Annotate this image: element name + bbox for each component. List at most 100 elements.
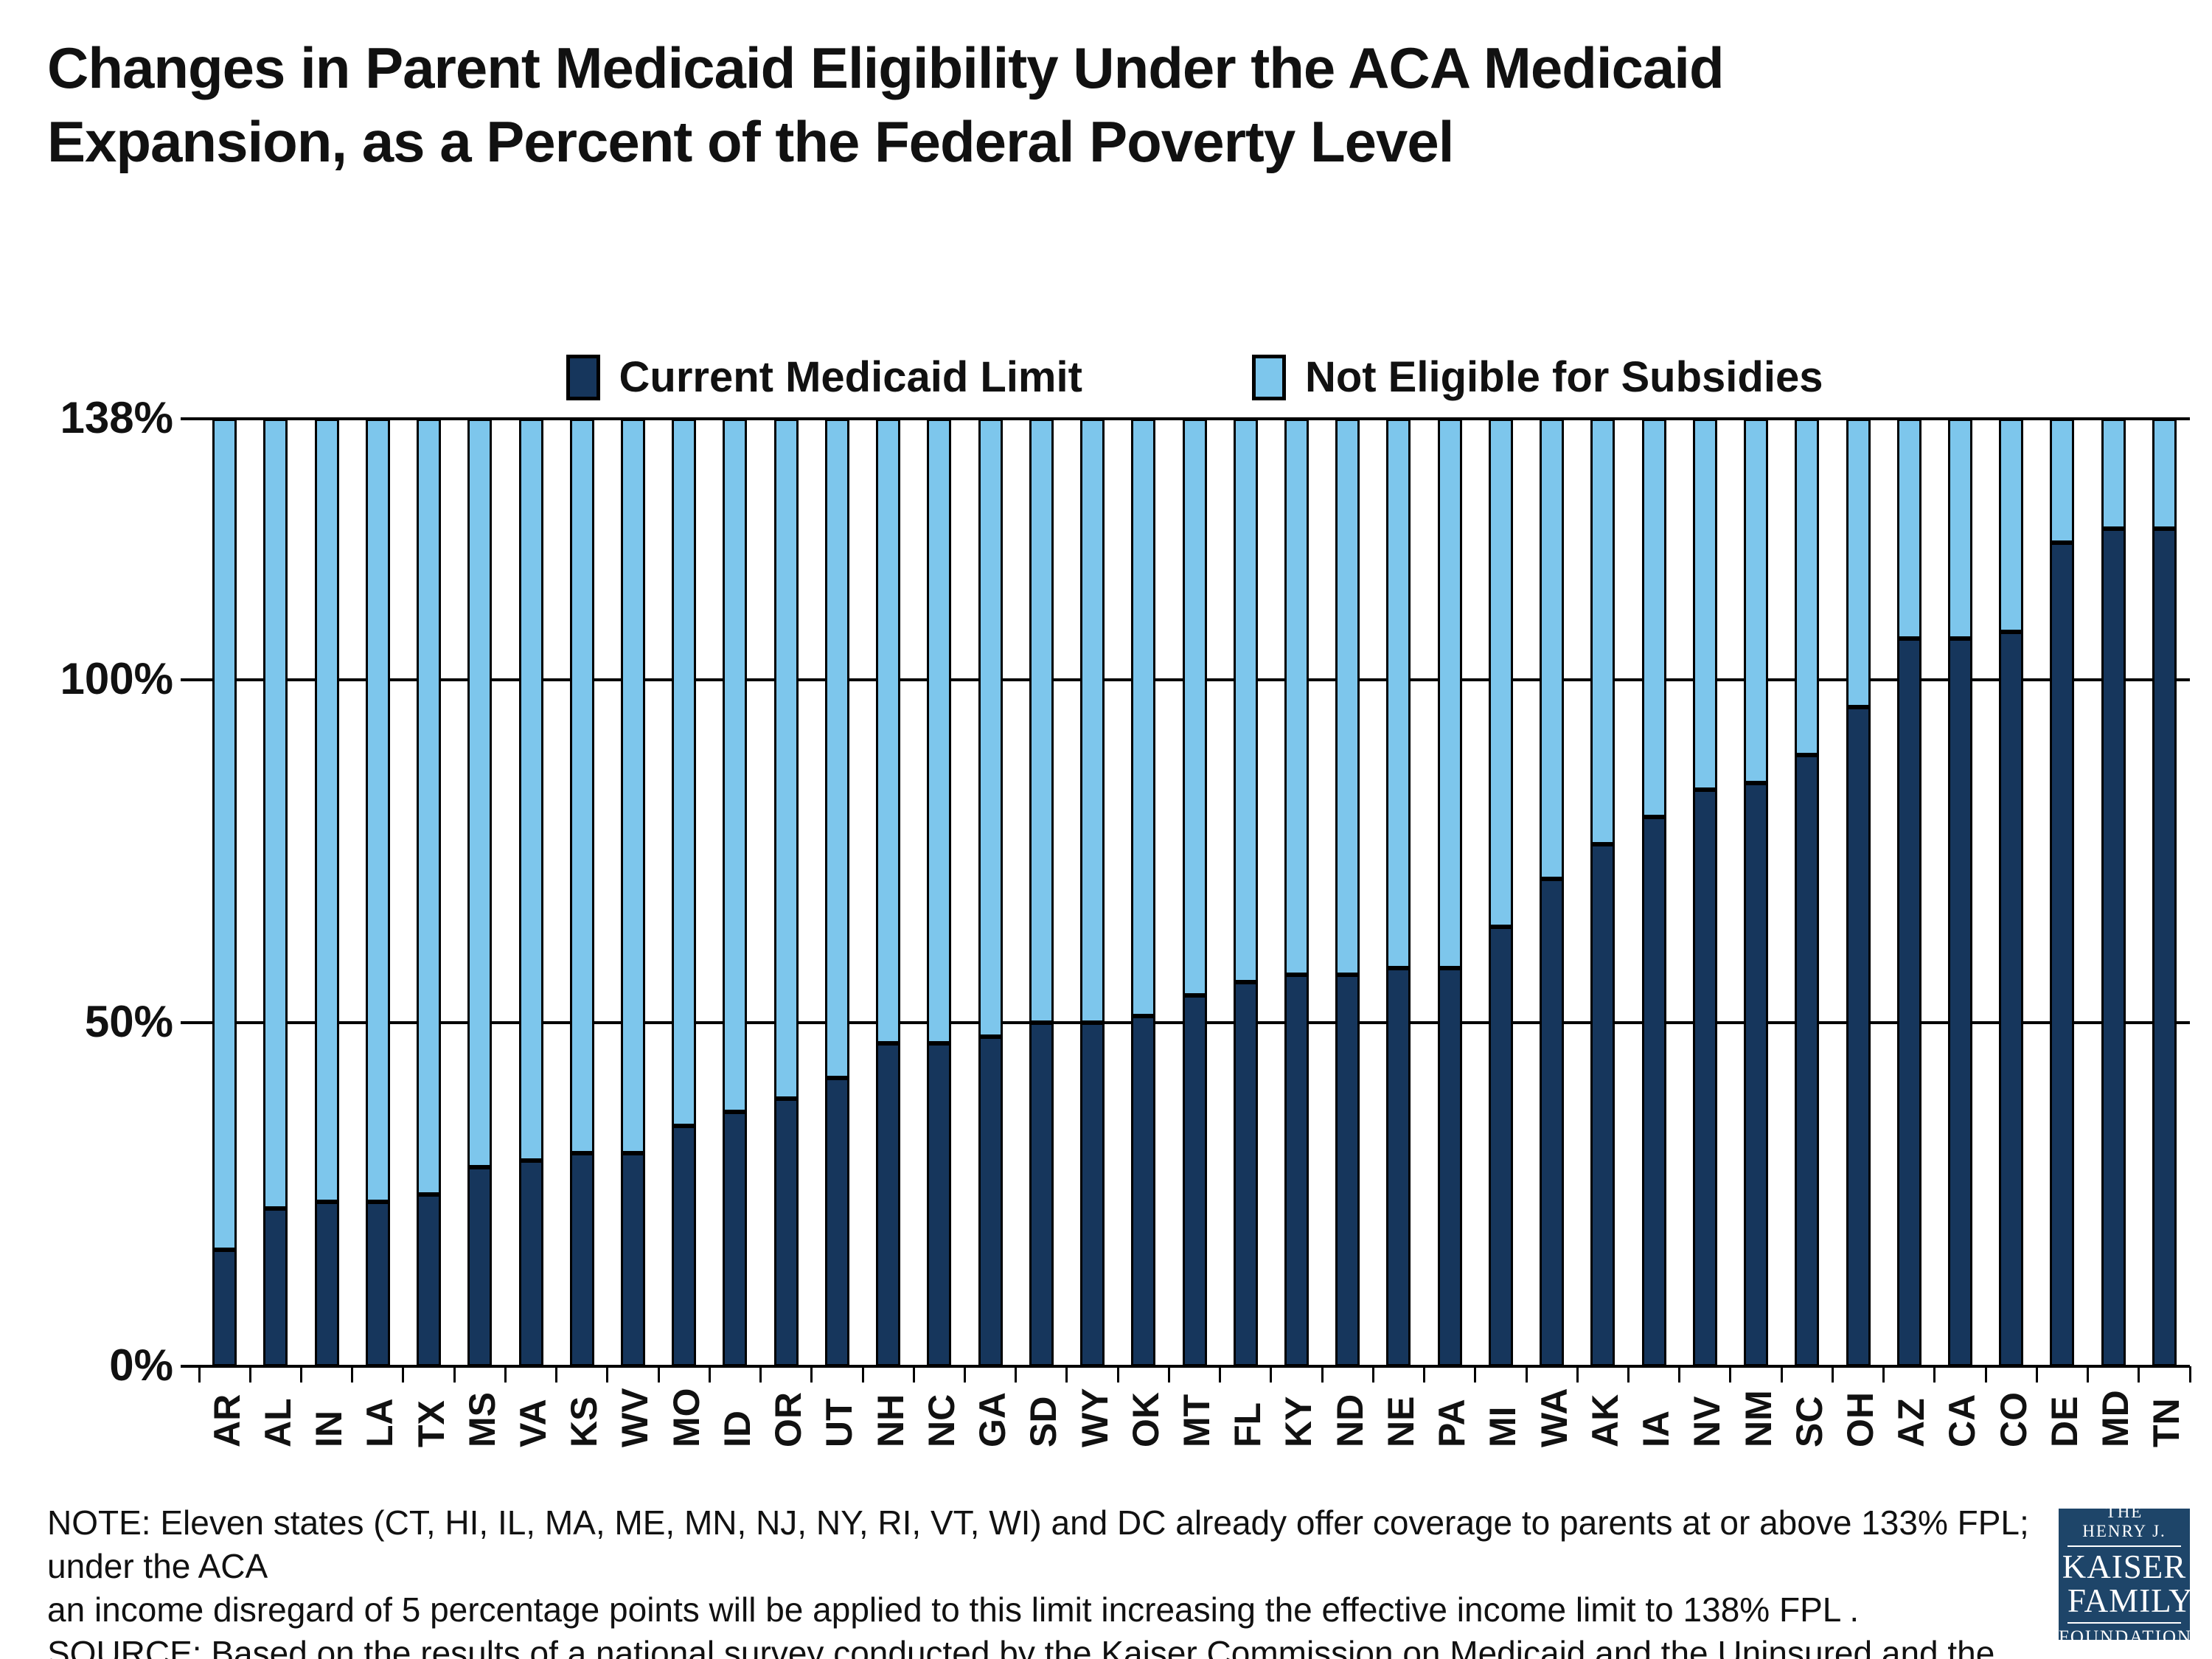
y-axis-label-50: 50% (84, 997, 173, 1047)
bar-TX (417, 419, 442, 1366)
bar-UT (824, 419, 849, 1366)
x-axis-label-NM: NM (1737, 1390, 1779, 1447)
bar-MI (1488, 419, 1513, 1366)
x-axis-label-ND: ND (1329, 1394, 1371, 1447)
x-axis-tick (1423, 1366, 1426, 1382)
bar-NM (1744, 419, 1769, 1366)
bar-segment-current-limit-CA (1947, 639, 1972, 1366)
bar-segment-current-limit-NV (1692, 790, 1717, 1366)
bar-OR (773, 419, 799, 1366)
x-axis-label-UT: UT (818, 1398, 860, 1447)
x-axis-tick (402, 1366, 405, 1382)
x-axis-tick (504, 1366, 507, 1382)
bar-AR (212, 419, 237, 1366)
x-axis-tick (2087, 1366, 2090, 1382)
x-axis-tick (299, 1366, 302, 1382)
bar-segment-current-limit-FL (1233, 982, 1258, 1366)
x-axis-label-VA: VA (512, 1399, 554, 1447)
bar-segment-current-limit-MD (2101, 529, 2126, 1366)
bar-VA (518, 419, 543, 1366)
bar-segment-not-eligible-MS (467, 419, 493, 1167)
bar-segment-current-limit-SC (1795, 755, 1820, 1366)
kff-logo-line4: FOUNDATION (2059, 1627, 2193, 1647)
bar-segment-current-limit-OR (773, 1099, 799, 1366)
x-axis-label-AZ: AZ (1891, 1398, 1933, 1447)
bar-segment-not-eligible-AK (1590, 419, 1615, 844)
bar-WA (1540, 419, 1565, 1366)
legend-swatch-light-icon (1251, 354, 1286, 400)
bar-WV (620, 419, 645, 1366)
bar-segment-not-eligible-NC (927, 419, 952, 1043)
x-axis-tick (1933, 1366, 1936, 1382)
bar-segment-not-eligible-WV (620, 419, 645, 1153)
bar-MS (467, 419, 493, 1366)
x-axis-tick (1627, 1366, 1630, 1382)
bar-segment-not-eligible-MO (672, 419, 697, 1126)
note-line: an income disregard of 5 percentage poin… (47, 1590, 1860, 1629)
x-axis-label-SC: SC (1788, 1396, 1830, 1447)
x-axis-label-MI: MI (1482, 1406, 1524, 1447)
kff-logo: THE HENRY J. KAISER FAMILY FOUNDATION (2059, 1503, 2193, 1647)
x-axis-label-AK: AK (1584, 1394, 1626, 1447)
legend: Current Medicaid Limit Not Eligible for … (199, 352, 2190, 402)
bar-segment-not-eligible-ND (1335, 419, 1360, 975)
x-axis-label-NH: NH (869, 1394, 911, 1447)
bar-segment-not-eligible-SD (1029, 419, 1054, 1023)
bar-segment-not-eligible-IN (314, 419, 339, 1202)
x-axis-label-LA: LA (359, 1398, 401, 1447)
bar-segment-current-limit-CO (1999, 632, 2024, 1366)
bar-segment-not-eligible-IA (1641, 419, 1666, 817)
x-axis-tick (1474, 1366, 1477, 1382)
x-axis-label-NV: NV (1686, 1396, 1728, 1447)
bar-segment-current-limit-PA (1437, 968, 1462, 1366)
x-axis-label-WV: WV (614, 1388, 656, 1447)
x-axis-tick (1219, 1366, 1222, 1382)
x-axis-tick (1525, 1366, 1528, 1382)
bar-segment-current-limit-WY (1080, 1023, 1105, 1366)
legend-swatch-dark-icon (566, 354, 600, 400)
bar-AZ (1896, 419, 1921, 1366)
x-axis-label-AR: AR (206, 1394, 248, 1447)
x-axis-tick (759, 1366, 762, 1382)
x-axis-label-KY: KY (1278, 1396, 1320, 1447)
bar-segment-not-eligible-WY (1080, 419, 1105, 1023)
bar-segment-current-limit-WV (620, 1153, 645, 1366)
bar-segment-current-limit-TX (417, 1194, 442, 1366)
bar-segment-not-eligible-WA (1540, 419, 1565, 879)
x-axis-label-WY: WY (1074, 1388, 1116, 1447)
chart-title: Changes in Parent Medicaid Eligibility U… (47, 31, 1891, 178)
kff-logo-line2: KAISER (2062, 1548, 2187, 1585)
x-axis-label-WA: WA (1533, 1388, 1575, 1447)
bar-NC (927, 419, 952, 1366)
bar-segment-not-eligible-AL (263, 419, 288, 1208)
bar-FL (1233, 419, 1258, 1366)
bar-CA (1947, 419, 1972, 1366)
x-axis-label-OK: OK (1124, 1392, 1166, 1447)
bar-segment-current-limit-DE (2050, 543, 2075, 1366)
bar-segment-current-limit-NC (927, 1043, 952, 1366)
bar-segment-not-eligible-KY (1284, 419, 1309, 975)
x-axis-tick (1321, 1366, 1324, 1382)
bar-IA (1641, 419, 1666, 1366)
x-axis-label-PA: PA (1431, 1399, 1473, 1447)
x-axis-tick (198, 1366, 201, 1382)
bar-segment-not-eligible-LA (365, 419, 390, 1202)
bar-segment-not-eligible-OR (773, 419, 799, 1099)
bar-segment-not-eligible-KS (569, 419, 594, 1153)
x-axis-label-CA: CA (1941, 1394, 1983, 1447)
legend-item-not-eligible-for-subsidies: Not Eligible for Subsidies (1251, 352, 1823, 402)
x-axis-label-IA: IA (1635, 1411, 1677, 1447)
bar-segment-not-eligible-GA (978, 419, 1003, 1037)
x-axis-tick (1831, 1366, 1834, 1382)
bar-segment-current-limit-MI (1488, 927, 1513, 1366)
bar-MO (672, 419, 697, 1366)
kff-logo-line3: FAMILY (2067, 1584, 2193, 1624)
x-axis-label-IN: IN (308, 1411, 350, 1447)
bar-OK (1131, 419, 1156, 1366)
chart-title-line2: Expansion, as a Percent of the Federal P… (47, 109, 1454, 174)
bar-segment-current-limit-NM (1744, 783, 1769, 1366)
y-axis-label-138: 138% (60, 393, 173, 442)
bar-segment-not-eligible-UT (824, 419, 849, 1078)
bar-segment-not-eligible-TN (2152, 419, 2177, 529)
bar-TN (2152, 419, 2177, 1366)
